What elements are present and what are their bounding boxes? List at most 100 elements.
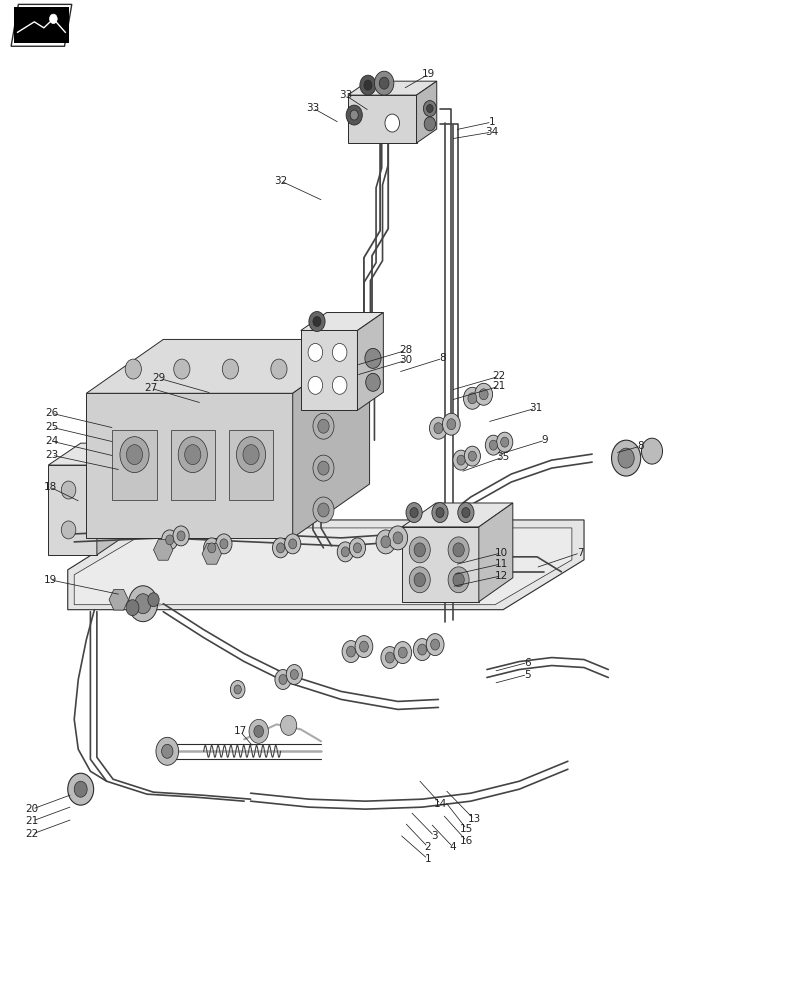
Circle shape [230, 680, 245, 698]
Circle shape [317, 503, 328, 517]
Circle shape [431, 503, 448, 523]
Text: 23: 23 [45, 450, 58, 460]
Circle shape [286, 665, 302, 684]
Text: 4: 4 [449, 842, 456, 852]
Circle shape [463, 387, 481, 409]
Circle shape [156, 737, 178, 765]
Polygon shape [109, 589, 128, 610]
Circle shape [354, 636, 372, 658]
Circle shape [436, 508, 444, 518]
Text: 21: 21 [25, 816, 39, 826]
Circle shape [414, 573, 425, 587]
Circle shape [312, 455, 333, 481]
Polygon shape [229, 430, 273, 500]
Circle shape [374, 71, 393, 95]
Circle shape [364, 348, 380, 368]
Circle shape [317, 461, 328, 475]
Circle shape [641, 438, 662, 464]
Text: 18: 18 [43, 482, 57, 492]
Circle shape [234, 685, 241, 694]
Circle shape [442, 413, 460, 435]
Circle shape [341, 547, 349, 557]
Circle shape [417, 644, 426, 655]
Circle shape [453, 543, 464, 557]
Circle shape [496, 432, 513, 452]
Circle shape [430, 639, 439, 650]
Polygon shape [11, 4, 71, 46]
Polygon shape [292, 339, 369, 538]
Circle shape [453, 573, 464, 587]
Text: 3: 3 [431, 831, 437, 841]
Text: 25: 25 [45, 422, 58, 432]
Text: 19: 19 [422, 69, 435, 79]
Text: 8: 8 [637, 441, 643, 451]
Circle shape [359, 641, 368, 652]
Text: 7: 7 [576, 548, 582, 558]
Circle shape [380, 536, 390, 548]
Bar [15, 7, 68, 43]
Circle shape [426, 634, 444, 656]
Circle shape [453, 450, 469, 470]
Circle shape [393, 642, 411, 664]
Circle shape [489, 440, 497, 450]
Circle shape [332, 343, 346, 361]
Text: 20: 20 [25, 804, 39, 814]
Text: 10: 10 [495, 548, 508, 558]
Circle shape [464, 446, 480, 466]
Circle shape [332, 376, 346, 394]
Circle shape [457, 503, 474, 523]
Circle shape [353, 543, 361, 553]
Text: 14: 14 [434, 799, 447, 809]
Circle shape [457, 455, 465, 465]
Circle shape [485, 435, 501, 455]
Circle shape [126, 600, 139, 616]
Polygon shape [357, 313, 383, 410]
Circle shape [161, 530, 178, 550]
Circle shape [288, 539, 296, 549]
Circle shape [461, 508, 470, 518]
Text: 31: 31 [528, 403, 542, 413]
Text: 24: 24 [45, 436, 58, 446]
Circle shape [409, 567, 430, 593]
Circle shape [177, 531, 185, 541]
Circle shape [222, 359, 238, 379]
Circle shape [161, 744, 173, 758]
Circle shape [617, 448, 633, 468]
Circle shape [290, 670, 298, 680]
Circle shape [165, 535, 174, 545]
Text: 9: 9 [541, 435, 547, 445]
Circle shape [127, 445, 143, 465]
Circle shape [307, 343, 322, 361]
Circle shape [467, 393, 476, 404]
Circle shape [448, 567, 469, 593]
Circle shape [448, 537, 469, 563]
Circle shape [384, 114, 399, 132]
Circle shape [307, 376, 322, 394]
Text: 32: 32 [273, 176, 287, 186]
Text: 16: 16 [460, 836, 473, 846]
Circle shape [375, 530, 395, 554]
Polygon shape [74, 528, 571, 605]
Circle shape [388, 526, 407, 550]
Text: 28: 28 [399, 345, 412, 355]
Polygon shape [86, 339, 369, 393]
Circle shape [359, 75, 375, 95]
Circle shape [236, 437, 265, 473]
Circle shape [204, 538, 220, 558]
Circle shape [380, 647, 398, 669]
Circle shape [184, 445, 200, 465]
Circle shape [120, 437, 149, 473]
Circle shape [271, 359, 287, 379]
Circle shape [125, 359, 141, 379]
Circle shape [337, 542, 353, 562]
Circle shape [67, 773, 93, 805]
Circle shape [429, 417, 447, 439]
Circle shape [350, 110, 358, 120]
Text: 22: 22 [491, 371, 505, 381]
Polygon shape [401, 503, 513, 527]
Polygon shape [202, 543, 221, 564]
Circle shape [423, 101, 436, 117]
Text: 12: 12 [494, 571, 508, 581]
Polygon shape [49, 465, 97, 555]
Circle shape [312, 497, 333, 523]
